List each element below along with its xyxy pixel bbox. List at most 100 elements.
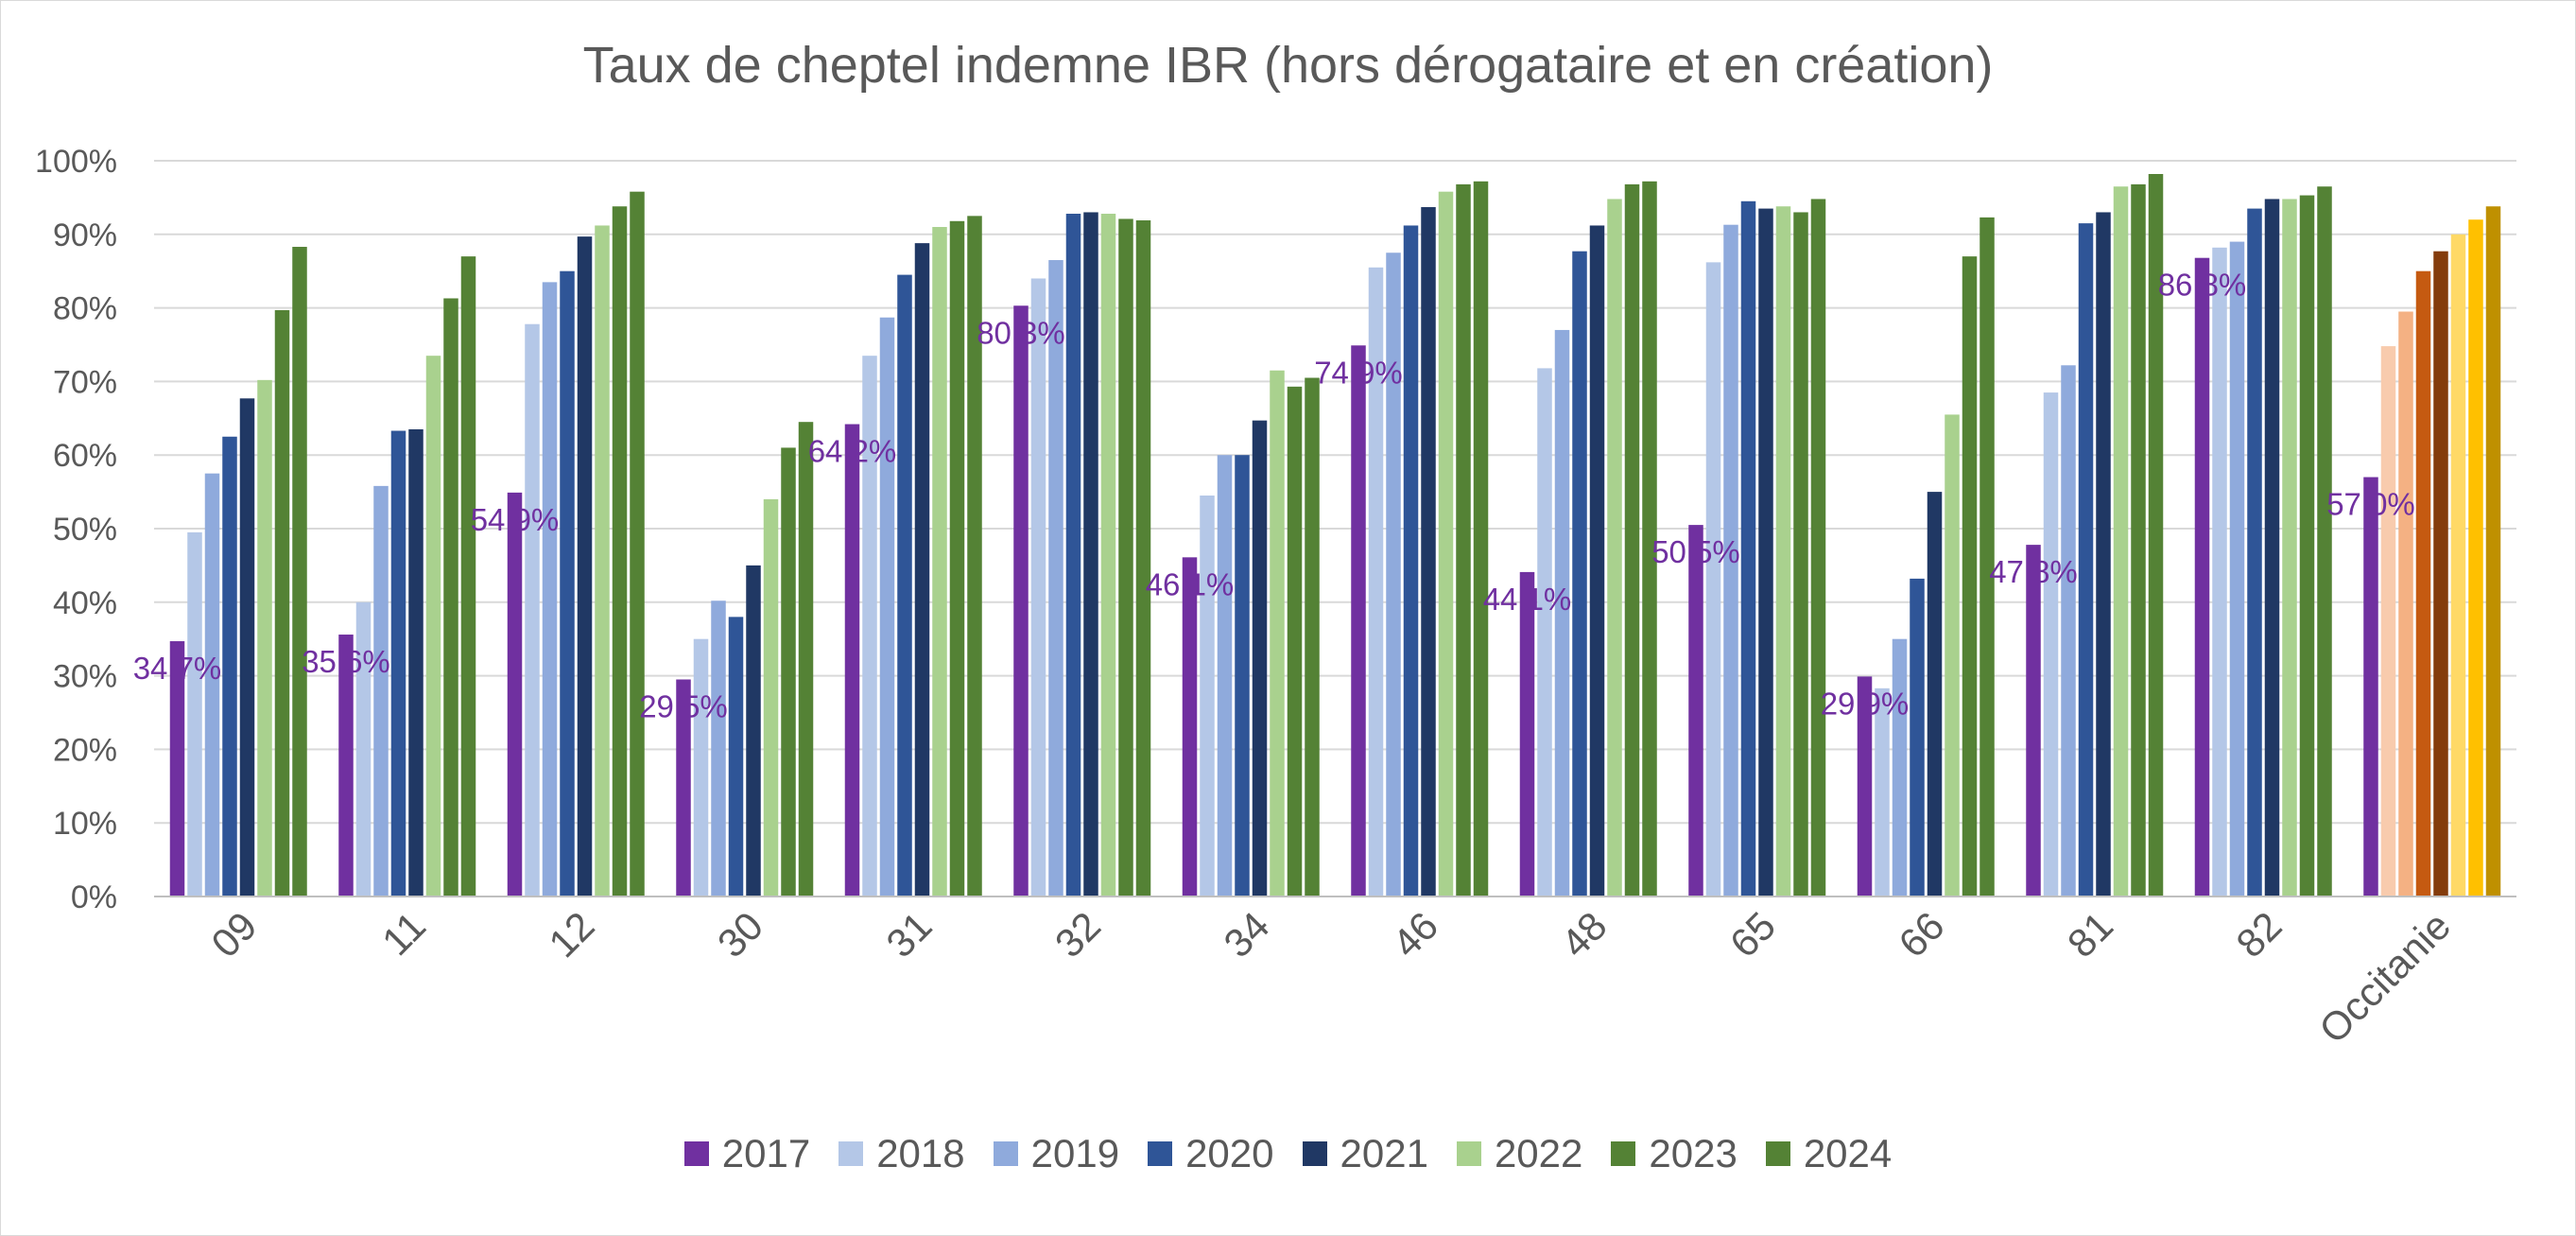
data-label: 46,1% [1146,566,1235,601]
bar [1980,217,1995,897]
y-tick-label: 10% [53,806,117,842]
bar [1775,206,1791,897]
data-label: 54,9% [471,502,560,537]
data-label: 34,7% [133,651,222,686]
bar [1048,260,1063,897]
bar [1537,368,1552,897]
bar [1945,414,1960,897]
y-tick-label: 40% [53,585,117,621]
bar [1421,207,1436,897]
bar [1519,571,1535,897]
data-label: 64,2% [808,434,897,469]
bar [1688,525,1703,897]
bar [1642,181,1657,897]
legend-item: 2020 [1148,1131,1274,1176]
x-tick-label: 66 [1890,903,1952,966]
bar [844,424,860,897]
bar [2485,206,2501,897]
bar [1910,578,1925,897]
bar [781,447,796,897]
bar [595,225,610,897]
bar [1013,305,1029,897]
legend-swatch [1611,1141,1636,1166]
legend-swatch [838,1141,864,1166]
legend: 2017 2018 2019 2020 2021 2022 2023 2024 [0,1131,2576,1176]
bar [1252,420,1268,897]
bar [2468,219,2483,897]
bar [239,398,255,897]
bar [2247,208,2262,897]
bar [879,317,895,897]
bar [763,498,779,897]
bar [2363,477,2378,897]
bar [1403,225,1419,897]
legend-swatch [683,1141,709,1166]
bar [1368,267,1384,897]
bar [630,191,645,897]
y-tick-label: 60% [53,438,117,474]
legend-swatch [1148,1141,1173,1166]
bar [1351,345,1366,897]
legend-label: 2020 [1185,1131,1274,1175]
bar [1200,495,1215,897]
chart-title: Taux de cheptel indemne IBR (hors déroga… [582,37,1994,94]
bar [1793,212,1808,897]
bar [2380,346,2396,897]
legend-item: 2018 [838,1131,965,1176]
bar [2113,186,2129,897]
bar [2450,234,2466,897]
bar [1182,557,1198,897]
legend-swatch [1765,1141,1790,1166]
bar [967,216,982,897]
y-tick-label: 100% [35,144,117,180]
legend-label: 2017 [721,1131,811,1175]
data-label: 29,5% [639,688,728,723]
bar [507,492,523,897]
bar [560,270,575,897]
bar [1705,262,1721,897]
y-tick-label: 70% [53,364,117,400]
legend-label: 2022 [1494,1131,1583,1175]
bar [693,638,709,897]
bar [1810,199,1826,897]
bar [169,641,185,897]
data-label: 80,3% [977,315,1065,350]
bar [577,236,593,897]
bar [408,428,424,897]
data-label: 57,0% [2326,487,2415,522]
bar [1118,218,1133,897]
bar [542,282,558,897]
x-tick-label: Occitanie [2310,903,2459,1052]
x-tick-label: 34 [1215,903,1277,966]
bar [612,206,628,897]
legend-label: 2019 [1030,1131,1120,1175]
bar [1572,251,1587,897]
legend-label: 2021 [1340,1131,1428,1175]
x-tick-label: 09 [202,903,265,966]
bar [1927,492,1943,897]
bar [728,617,744,897]
x-tick-label: 32 [1046,903,1109,966]
bar [338,635,354,897]
bar [1030,278,1046,897]
bar [1875,688,1890,897]
data-label: 47,8% [1989,554,2078,589]
bar [2415,270,2431,897]
y-tick-label: 0% [71,879,117,915]
bar [460,256,476,897]
bar [443,298,458,897]
legend-item: 2023 [1611,1131,1738,1176]
y-tick-label: 20% [53,732,117,768]
bar [2264,199,2280,897]
x-tick-label: 31 [877,903,940,966]
bar [2398,311,2413,897]
bars [169,174,2501,897]
bar [2229,241,2245,897]
bar [932,227,947,897]
bar [187,531,202,897]
data-label: 74,9% [1314,355,1403,390]
bar [2043,392,2059,897]
bar [1589,225,1605,897]
bar [2433,251,2448,897]
plot-area: 0% 10% 20% 30% 40% 50% 60% 70% 80% 90% 100% 09 11 12… [35,144,2516,1052]
